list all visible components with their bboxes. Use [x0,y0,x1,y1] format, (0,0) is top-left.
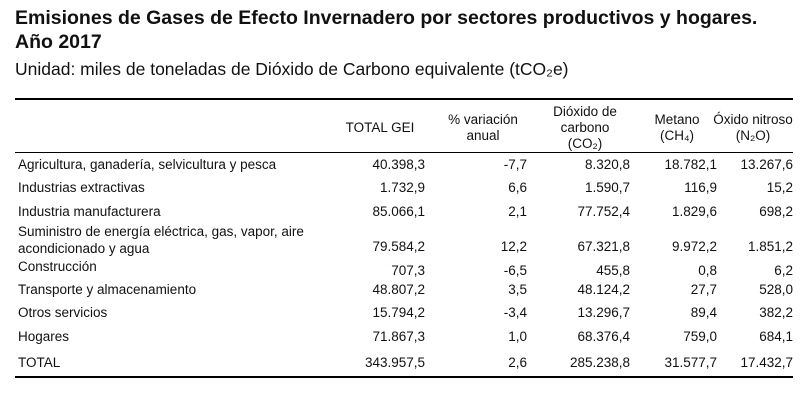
row-label: Transporte y almacenamiento [18,282,197,297]
cell-variacion: 2,1 [508,204,527,219]
cell-variacion: 12,2 [500,239,527,254]
row-label: Hogares [18,329,70,344]
col-header-line: carbono [560,120,610,135]
top-rule [15,98,793,100]
cell-total-gei: 1.732,9 [379,180,425,195]
table-row: Hogares 71.867,3 1,0 68.376,4 759,0 684,… [15,328,793,346]
cell-co2: 13.296,7 [577,305,630,320]
header-rule [15,152,793,153]
col-header-line: (CH₄) [659,128,694,143]
col-header-line: Dióxido de [553,104,617,119]
cell-ch4: 89,4 [690,305,717,320]
col-header-line: (N₂O) [735,128,771,143]
cell-total-gei: 48.807,2 [372,282,425,297]
cell-co2: 68.376,4 [577,329,630,344]
cell-ch4: 9.972,2 [671,239,717,254]
table-row: Suministro de energía eléctrica, gas, va… [15,223,793,259]
cell-n2o: 17.432,7 [740,355,793,370]
table-row: Industrias extractivas 1.732,9 6,6 1.590… [15,179,793,197]
cell-co2: 1.590,7 [584,180,630,195]
cell-total-gei: 79.584,2 [372,239,425,254]
row-label: Industrias extractivas [18,180,145,195]
col-header-line: anual [466,128,500,143]
cell-variacion: 1,0 [508,329,527,344]
cell-ch4: 0,8 [698,263,717,278]
col-header-line: TOTAL GEI [345,120,415,135]
cell-n2o: 684,1 [759,329,793,344]
table-subtitle: Unidad: miles de toneladas de Dióxido de… [15,59,569,79]
cell-ch4: 18.782,1 [664,157,717,172]
cell-total-gei: 40.398,3 [372,157,425,172]
col-header-co2: Dióxido de carbono (CO₂) [535,104,635,152]
table-title: Emisiones de Gases de Efecto Invernadero… [15,7,758,53]
row-label: Construcción [18,259,97,274]
cell-variacion: 6,6 [508,180,527,195]
cell-n2o: 13.267,6 [740,157,793,172]
table-row: Agricultura, ganadería, selvicultura y p… [15,156,793,174]
cell-n2o: 1.851,2 [747,239,793,254]
table-row: Construcción 707,3 -6,5 455,8 0,8 6,2 [15,258,793,278]
cell-variacion: 2,6 [508,355,527,370]
row-label-line: Suministro de energía eléctrica, gas, va… [18,224,304,239]
cell-co2: 48.124,2 [577,282,630,297]
col-header-n2o: Óxido nitroso (N₂O) [703,112,803,144]
bottom-rule [15,376,793,378]
row-label: Agricultura, ganadería, selvicultura y p… [18,157,277,172]
table-row: Transporte y almacenamiento 48.807,2 3,5… [15,281,793,299]
cell-n2o: 6,2 [774,263,793,278]
cell-variacion: 3,5 [508,282,527,297]
cell-variacion: -7,7 [503,157,527,172]
cell-total-gei: 707,3 [391,263,425,278]
cell-total-gei: 343.957,5 [364,355,425,370]
col-header-line: Óxido nitroso [713,112,793,127]
col-header-variacion: % variación anual [433,112,533,144]
row-label: Industria manufacturera [18,204,161,219]
cell-total-gei: 71.867,3 [372,329,425,344]
col-header-line: Metano [654,112,700,127]
cell-n2o: 528,0 [759,282,793,297]
cell-ch4: 1.829,6 [671,204,717,219]
row-label: Suministro de energía eléctrica, gas, va… [18,223,304,257]
cell-co2: 8.320,8 [584,157,630,172]
cell-total-gei: 85.066,1 [372,204,425,219]
col-header-line: % variación [448,112,518,127]
cell-n2o: 382,2 [759,305,793,320]
row-label-line: acondicionado y agua [18,241,150,256]
cell-co2: 455,8 [596,263,630,278]
table-row: Industria manufacturera 85.066,1 2,1 77.… [15,203,793,221]
cell-co2: 67.321,8 [577,239,630,254]
col-header-total-gei: TOTAL GEI [330,120,430,136]
cell-variacion: -6,5 [503,263,527,278]
table-row: Otros servicios 15.794,2 -3,4 13.296,7 8… [15,304,793,322]
cell-n2o: 15,2 [766,180,793,195]
col-header-ch4: Metano (CH₄) [632,112,722,144]
row-label: Otros servicios [18,305,108,320]
cell-ch4: 27,7 [690,282,717,297]
cell-co2: 77.752,4 [577,204,630,219]
cell-ch4: 759,0 [683,329,717,344]
cell-total-gei: 15.794,2 [372,305,425,320]
row-label: TOTAL [18,355,61,370]
cell-variacion: -3,4 [503,305,527,320]
col-header-line: (CO₂) [567,136,603,151]
cell-ch4: 31.577,7 [664,355,717,370]
cell-ch4: 116,9 [684,180,717,195]
cell-n2o: 698,2 [759,204,793,219]
table-row-total: TOTAL 343.957,5 2,6 285.238,8 31.577,7 1… [15,354,793,372]
cell-co2: 285.238,8 [569,355,630,370]
